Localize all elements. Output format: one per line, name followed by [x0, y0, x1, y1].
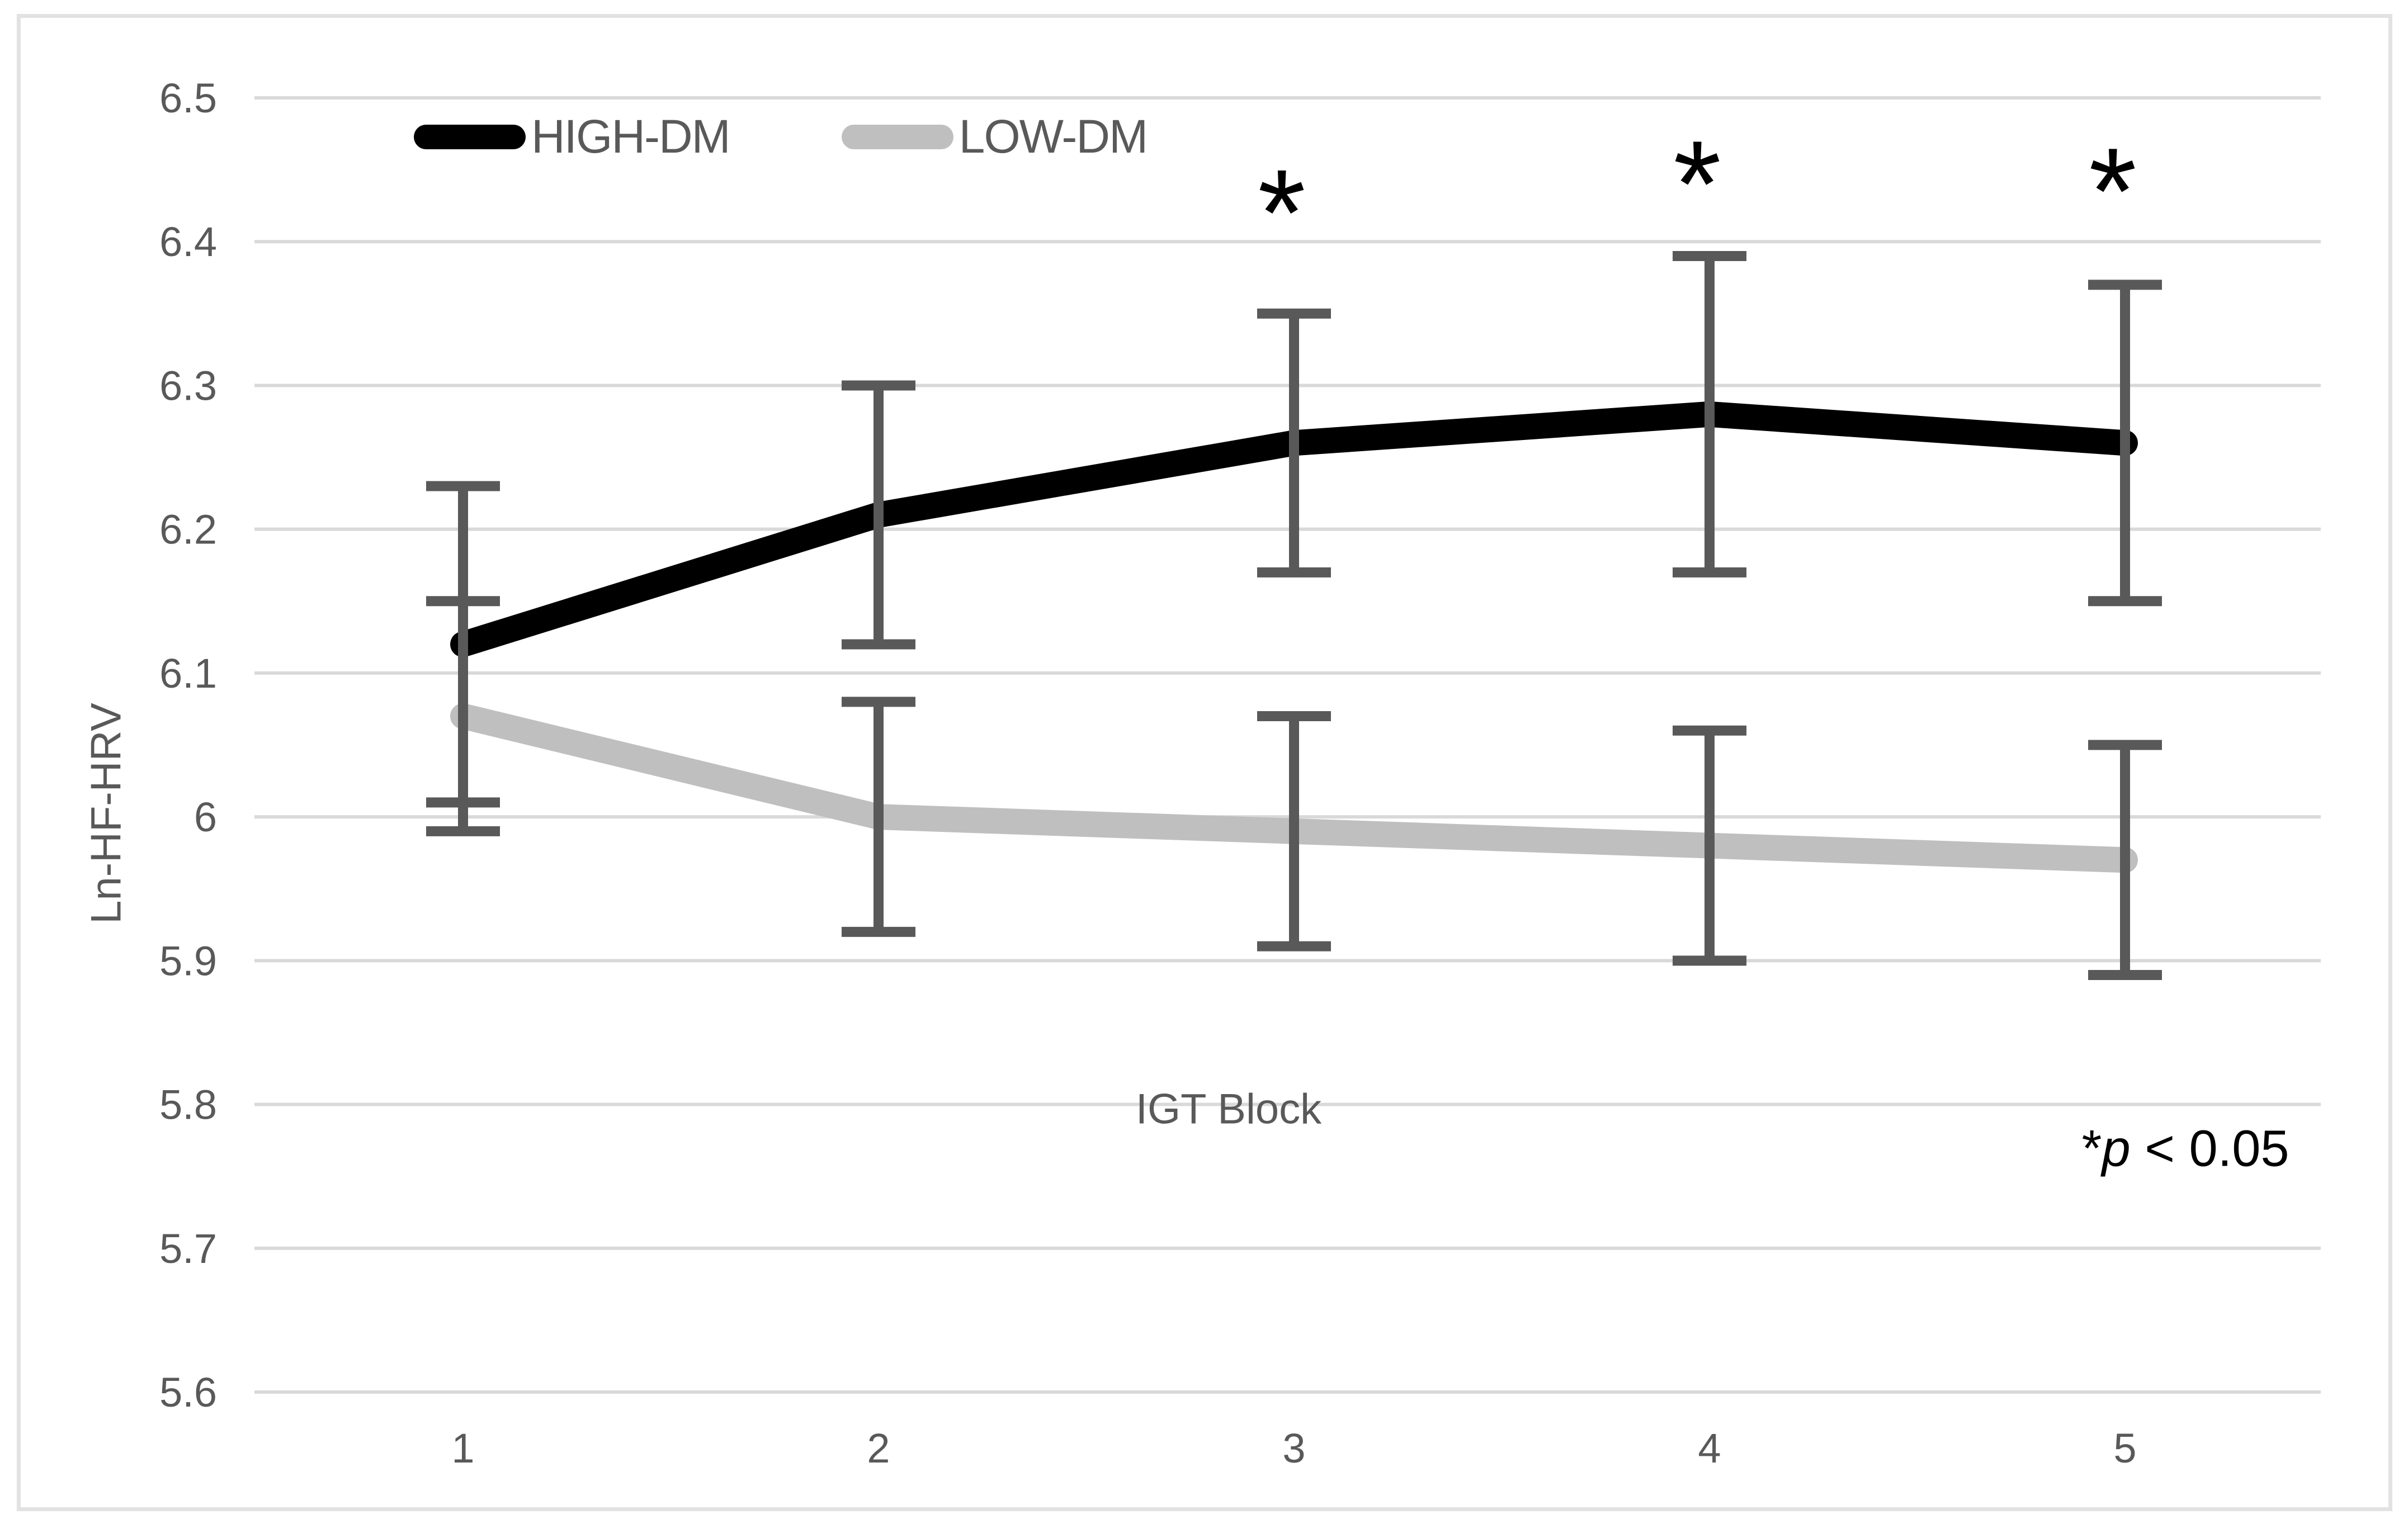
y-axis-title: Ln-HF-HRV — [82, 703, 130, 924]
y-tick-label: 5.9 — [159, 938, 217, 984]
x-axis-title: IGT Block — [1135, 1085, 1322, 1133]
significance-asterisk-block-5: * — [2089, 122, 2137, 260]
y-tick-label: 6.1 — [159, 650, 217, 697]
x-tick-label: 2 — [867, 1425, 890, 1471]
significance-asterisk-block-3: * — [1258, 144, 1306, 281]
x-tick-label: 3 — [1282, 1425, 1305, 1471]
x-tick-label: 4 — [1698, 1425, 1721, 1471]
significance-asterisk-block-4: * — [1673, 115, 1721, 253]
significance-note-threshold: < 0.05 — [2130, 1120, 2289, 1177]
significance-note-p: p — [2102, 1120, 2131, 1177]
y-tick-label: 6.3 — [159, 362, 217, 409]
x-tick-label: 1 — [451, 1425, 474, 1471]
legend-label-low-dm: LOW-DM — [959, 110, 1148, 163]
significance-note-star: * — [2081, 1120, 2102, 1177]
legend-item-high-dm: HIGH-DM — [414, 110, 731, 164]
y-tick-label: 5.7 — [159, 1225, 217, 1272]
y-tick-label: 5.6 — [159, 1369, 217, 1416]
legend-label-high-dm: HIGH-DM — [531, 110, 731, 163]
x-tick-label: 5 — [2113, 1425, 2136, 1471]
legend: HIGH-DM LOW-DM — [414, 110, 1148, 164]
figure-border — [17, 14, 2392, 1511]
legend-item-low-dm: LOW-DM — [841, 110, 1148, 164]
y-tick-label: 5.8 — [159, 1082, 217, 1128]
low-dm-line-swatch-icon — [841, 124, 953, 149]
y-tick-label: 6.4 — [159, 219, 217, 265]
significance-note: *p < 0.05 — [2024, 1061, 2289, 1237]
y-tick-label: 6 — [194, 794, 217, 840]
y-tick-label: 6.2 — [159, 507, 217, 553]
y-tick-label: 6.5 — [159, 75, 217, 121]
high-dm-line-swatch-icon — [414, 124, 526, 149]
